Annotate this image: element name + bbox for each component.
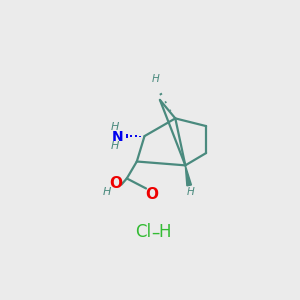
Text: H: H bbox=[187, 187, 195, 197]
Text: H: H bbox=[103, 187, 111, 196]
Text: –: – bbox=[151, 223, 160, 241]
Text: O: O bbox=[110, 176, 122, 191]
Text: H: H bbox=[152, 74, 159, 84]
Text: H: H bbox=[110, 122, 119, 132]
Text: O: O bbox=[146, 187, 159, 202]
Text: N: N bbox=[112, 130, 123, 144]
Text: Cl: Cl bbox=[135, 223, 151, 241]
Polygon shape bbox=[185, 165, 191, 186]
Text: H: H bbox=[110, 141, 119, 151]
Text: H: H bbox=[158, 223, 171, 241]
